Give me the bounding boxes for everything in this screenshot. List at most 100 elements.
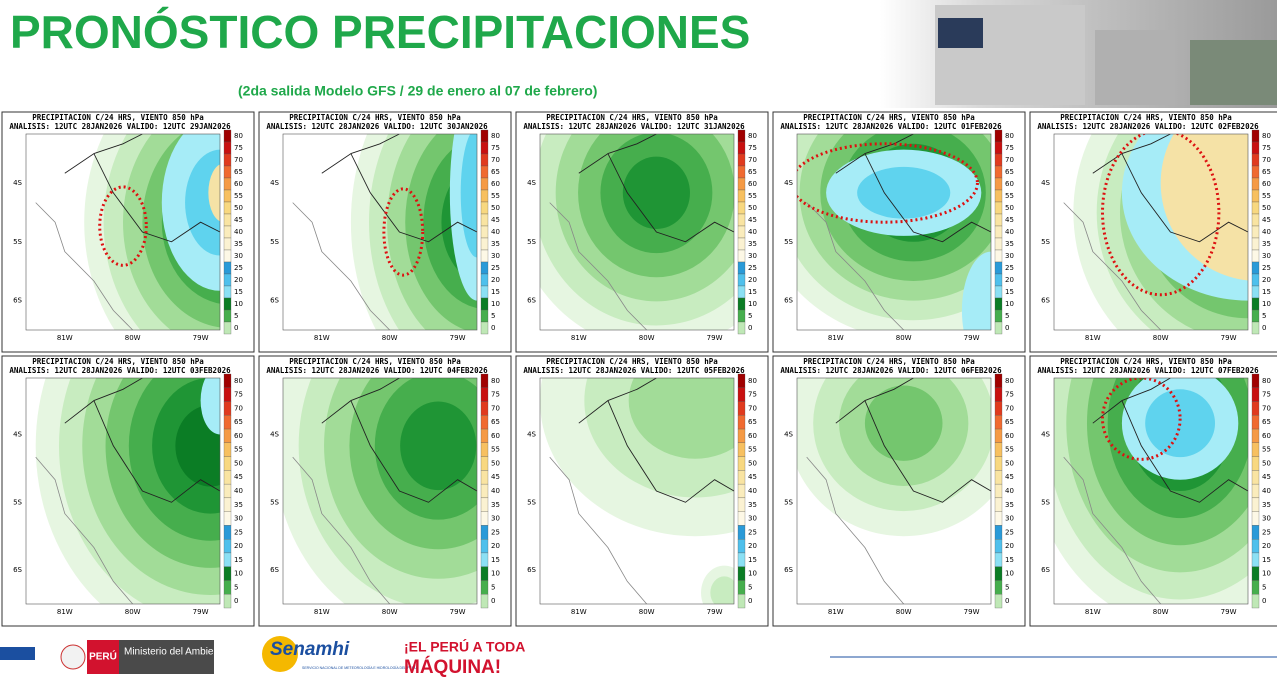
colorbar-label: 35: [1005, 240, 1014, 248]
colorbar-label: 30: [1005, 515, 1014, 523]
colorbar-label: 40: [748, 228, 757, 236]
colorbar-label: 60: [491, 180, 500, 188]
colorbar-segment: [1251, 273, 1260, 287]
colorbar-segment: [223, 177, 232, 191]
colorbar-label: 35: [491, 501, 500, 509]
colorbar-segment: [480, 415, 489, 430]
colorbar-label: 50: [748, 459, 757, 467]
colorbar-label: 60: [748, 432, 757, 440]
colorbar-segment: [480, 456, 489, 471]
colorbar-segment: [480, 177, 489, 191]
colorbar-label: 55: [1262, 446, 1271, 454]
colorbar-label: 30: [234, 252, 243, 260]
colorbar-label: 60: [234, 180, 243, 188]
colorbar-segment: [223, 201, 232, 215]
colorbar-label: 60: [1262, 180, 1271, 188]
colorbar-label: 30: [748, 252, 757, 260]
colorbar-label: 25: [748, 528, 757, 536]
peru-box: [87, 640, 119, 674]
colorbar-label: 10: [1005, 300, 1014, 308]
map-panel: PRECIPITACION C/24 HRS, VIENTO 850 hPaAN…: [1, 111, 255, 353]
lon-label: 81W: [314, 334, 330, 342]
colorbar-label: 45: [1005, 216, 1014, 224]
map-border: [1053, 377, 1249, 605]
lon-label: 80W: [125, 608, 141, 616]
colorbar-segment: [737, 273, 746, 287]
colorbar-segment: [994, 456, 1003, 471]
colorbar-segment: [994, 566, 1003, 581]
colorbar-label: 60: [1005, 180, 1014, 188]
border: [93, 378, 143, 402]
colorbar-segment: [737, 552, 746, 567]
precip-contour: [1145, 389, 1216, 458]
colorbar-segment: [1251, 165, 1260, 179]
colorbar-label: 0: [491, 597, 495, 605]
colorbar-segment: [737, 297, 746, 311]
colorbar-label: 25: [234, 528, 243, 536]
lon-label: 81W: [828, 334, 844, 342]
colorbar-segment: [223, 261, 232, 275]
coastline: [1063, 456, 1162, 604]
subtitle: (2da salida Modelo GFS / 29 de enero al …: [238, 83, 597, 99]
colorbar-segment: [994, 129, 1003, 143]
panel-analysis: ANALISIS: 12UTC 28JAN2026 VALIDO: 12UTC …: [1037, 122, 1259, 131]
colorbar-segment: [1251, 539, 1260, 554]
colorbar-segment: [223, 297, 232, 311]
colorbar-segment: [737, 456, 746, 471]
colorbar-label: 30: [234, 515, 243, 523]
colorbar-segment: [994, 261, 1003, 275]
panel-analysis: ANALISIS: 12UTC 28JAN2026 VALIDO: 12UTC …: [523, 122, 745, 131]
border: [350, 378, 400, 402]
panel-analysis: ANALISIS: 12UTC 28JAN2026 VALIDO: 12UTC …: [9, 366, 231, 375]
title: PRONÓSTICO PRECIPITACIONES: [10, 6, 750, 58]
colorbar-segment: [1251, 566, 1260, 581]
colorbar-segment: [737, 261, 746, 275]
colorbar-segment: [737, 165, 746, 179]
colorbar-label: 10: [491, 300, 500, 308]
lon-label: 80W: [382, 334, 398, 342]
colorbar-label: 5: [491, 312, 495, 320]
coastline: [35, 456, 134, 604]
highlight-ellipse: [382, 187, 425, 277]
colorbar-label: 30: [1262, 515, 1271, 523]
colorbar-segment: [994, 249, 1003, 263]
colorbar-segment: [1251, 321, 1260, 335]
colorbar-segment: [223, 273, 232, 287]
colorbar-segment: [480, 297, 489, 311]
footer-bar: [0, 647, 35, 660]
precip-contour: [628, 378, 734, 459]
colorbar-label: 15: [491, 288, 500, 296]
colorbar-segment: [737, 511, 746, 526]
border: [1121, 134, 1171, 155]
senamhi-sub: SERVICIO NACIONAL DE METEOROLOGÍA E HIDR…: [302, 666, 417, 670]
map-area: [540, 134, 734, 330]
colorbar-label: 15: [748, 556, 757, 564]
colorbar-segment: [737, 415, 746, 430]
colorbar-segment: [223, 285, 232, 299]
colorbar-label: 50: [1005, 204, 1014, 212]
colorbar-segment: [994, 428, 1003, 443]
colorbar-segment: [737, 285, 746, 299]
lat-label: 4S: [527, 431, 536, 439]
colorbar-segment: [223, 237, 232, 251]
coastline: [1063, 202, 1161, 330]
lon-label: 81W: [57, 334, 73, 342]
colorbar-segment: [480, 201, 489, 215]
screen: [938, 18, 983, 48]
colorbar-label: 20: [1262, 276, 1271, 284]
colorbar-label: 65: [1262, 418, 1271, 426]
lat-label: 5S: [13, 238, 22, 246]
colorbar-label: 70: [1262, 404, 1271, 412]
colorbar-label: 70: [748, 156, 757, 164]
colorbar-label: 40: [1005, 228, 1014, 236]
lat-label: 5S: [784, 498, 793, 506]
colorbar-label: 45: [1005, 473, 1014, 481]
colorbar-segment: [480, 261, 489, 275]
panel-title: PRECIPITACION C/24 HRS, VIENTO 850 hPa: [546, 113, 718, 122]
colorbar-segment: [994, 201, 1003, 215]
colorbar-label: 10: [234, 300, 243, 308]
colorbar-segment: [223, 373, 232, 388]
lon-label: 80W: [1153, 608, 1169, 616]
colorbar-segment: [223, 153, 232, 167]
